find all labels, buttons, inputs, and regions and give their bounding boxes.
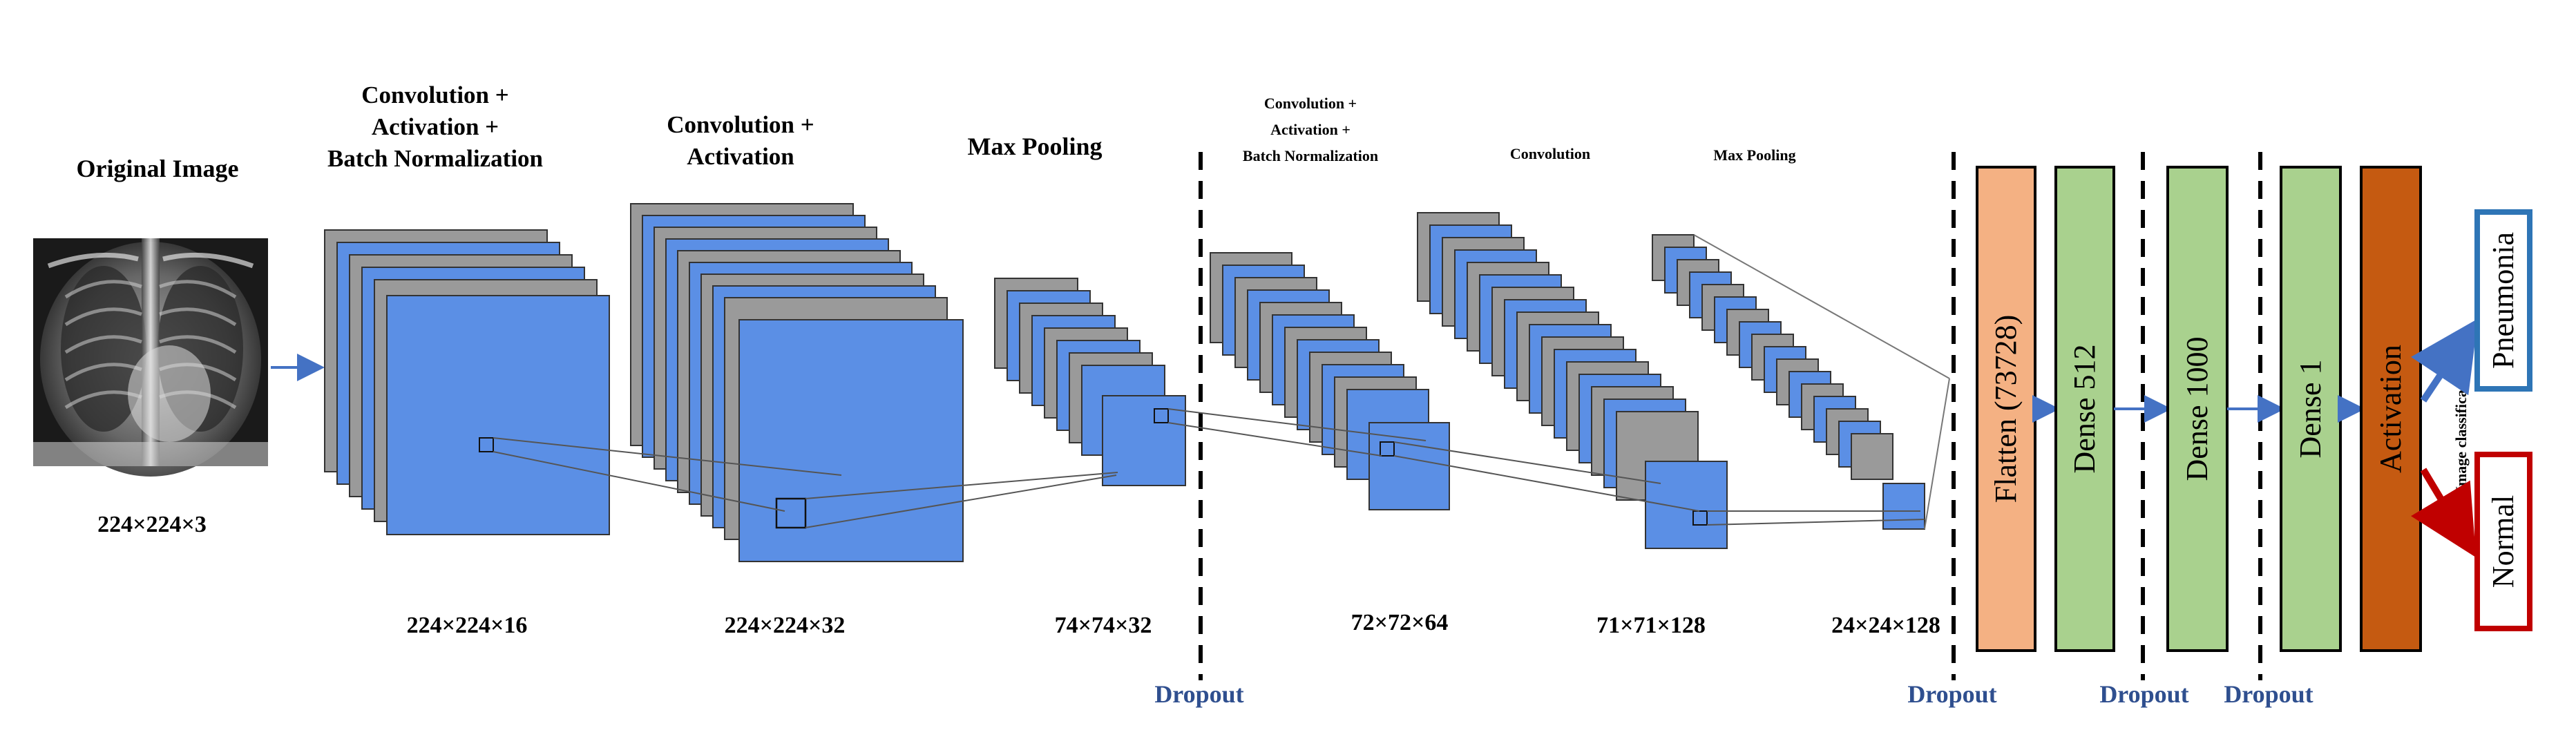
- dense1-label: Dense 1: [2293, 360, 2327, 459]
- block3-dims: 74×74×32: [1055, 613, 1152, 638]
- block2-title-line1: Convolution +: [667, 111, 814, 138]
- activation-label: Activation: [2374, 345, 2407, 473]
- block1-title-line1: Convolution +: [361, 81, 508, 108]
- block1-title-line3: Batch Normalization: [327, 145, 543, 172]
- dense512-label: Dense 512: [2068, 345, 2101, 474]
- chest-xray-image: [33, 238, 268, 477]
- block4-dims: 72×72×64: [1351, 610, 1449, 635]
- block4-title-line2: Activation +: [1270, 121, 1351, 138]
- block3-title-line1: Max Pooling: [968, 133, 1103, 160]
- dense1-layer: Dense 1: [2280, 166, 2342, 652]
- flatten-layer: Flatten (73728): [1976, 166, 2036, 652]
- block6-title-line1: Max Pooling: [1713, 146, 1795, 164]
- block1-dims: 224×224×16: [407, 613, 528, 638]
- block2-dims: 224×224×32: [725, 613, 846, 638]
- connector-b2-b3-bottom: [805, 474, 1117, 528]
- arrow-to-pneumonia: [2411, 318, 2479, 403]
- dense1000-label: Dense 1000: [2180, 337, 2214, 481]
- connector-b1-b2-top: [493, 437, 842, 476]
- connector-b3-b4-top: [1167, 408, 1427, 441]
- connector-b4-b5-top: [1393, 441, 1661, 484]
- image-classification-label: Image classification: [2452, 364, 2470, 492]
- connector-b4-b5-bottom: [1393, 455, 1700, 512]
- block2-feature-maps: [630, 203, 964, 562]
- flatten-label: Flatten (73728): [1989, 315, 2023, 503]
- pneumonia-output: Pneumonia: [2474, 209, 2532, 392]
- block3-feature-maps: [994, 278, 1186, 486]
- arrow-to-normal: [2410, 468, 2477, 558]
- dense1000-layer: Dense 1000: [2166, 166, 2229, 652]
- input-dims: 224×224×3: [97, 512, 207, 537]
- block6-feature-maps: [1652, 234, 1925, 530]
- funnel-line-top: [1693, 234, 1950, 379]
- funnel-line-bottom: [1924, 378, 1950, 530]
- connector-b1-b2-bottom: [493, 451, 785, 512]
- dropout-label-4: Dropout: [2224, 680, 2313, 708]
- connector-b2-b3-top: [805, 472, 1118, 499]
- block6-dims: 24×24×128: [1831, 613, 1940, 638]
- connector-b3-b4-bottom: [1167, 422, 1382, 457]
- connector-b5-b6-bottom: [1706, 519, 1925, 526]
- block5-feature-maps: [1417, 212, 1728, 549]
- block1-title-line2: Activation +: [372, 113, 499, 140]
- block5-dims: 71×71×128: [1596, 613, 1706, 638]
- normal-label: Normal: [2486, 495, 2520, 588]
- block1-feature-maps: [324, 229, 610, 535]
- block4-feature-maps: [1210, 252, 1450, 510]
- pneumonia-label: Pneumonia: [2486, 232, 2520, 369]
- dropout-label-3: Dropout: [2099, 680, 2188, 708]
- dropout-label-1: Dropout: [1154, 680, 1243, 708]
- activation-layer: Activation: [2360, 166, 2422, 652]
- block2-title-line2: Activation: [687, 143, 794, 170]
- dense512-layer: Dense 512: [2054, 166, 2115, 652]
- normal-output: Normal: [2474, 452, 2532, 631]
- block4-title-line3: Batch Normalization: [1243, 147, 1378, 164]
- dropout-label-2: Dropout: [1907, 680, 1996, 708]
- block4-title-line1: Convolution +: [1264, 95, 1357, 112]
- block5-title-line1: Convolution: [1510, 145, 1590, 162]
- input-title: Original Image: [77, 155, 239, 182]
